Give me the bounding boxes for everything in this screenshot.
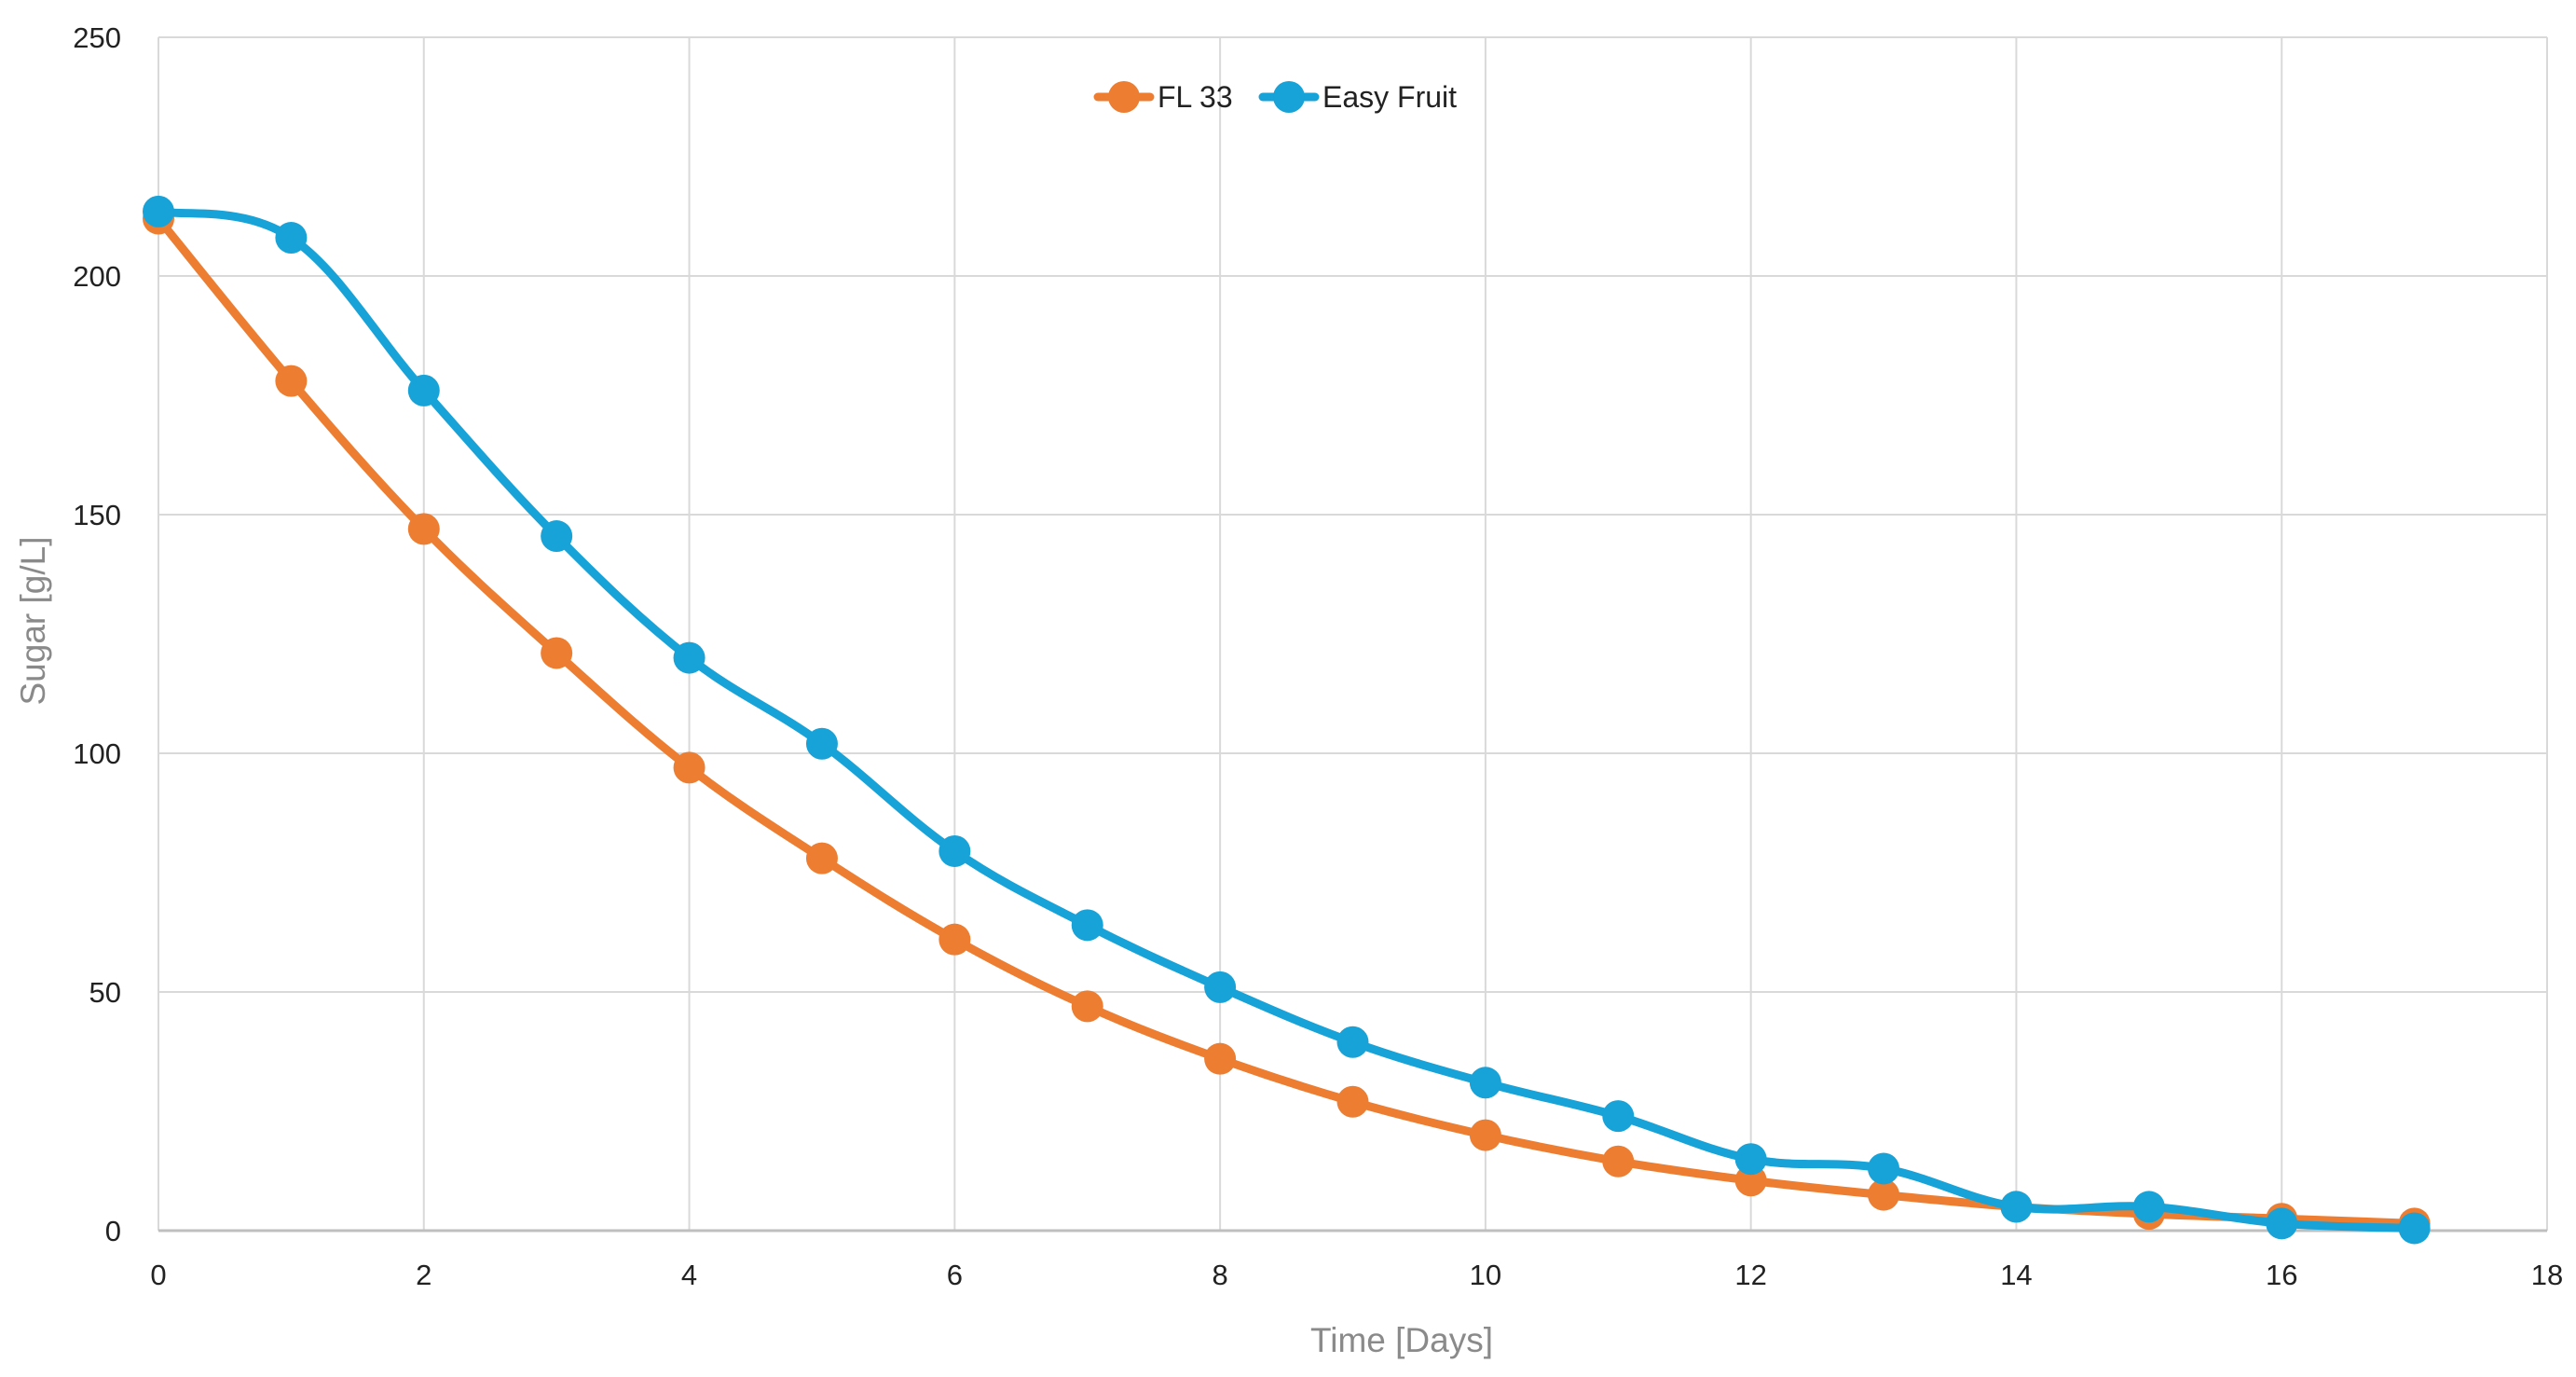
data-point — [1071, 990, 1103, 1023]
x-tick-label: 6 — [947, 1259, 963, 1291]
legend-label: Easy Fruit — [1322, 80, 1457, 114]
data-point — [939, 834, 971, 867]
legend: FL 33 Easy Fruit — [1093, 80, 1457, 114]
data-point — [939, 923, 971, 956]
x-tick-label: 4 — [681, 1259, 697, 1291]
data-point — [143, 195, 174, 227]
data-point — [1204, 1042, 1237, 1075]
data-point — [1336, 1026, 1369, 1058]
y-tick-label: 50 — [89, 976, 121, 1009]
data-point — [1602, 1100, 1635, 1133]
x-tick-label: 14 — [2000, 1259, 2032, 1291]
series-0 — [143, 202, 2431, 1240]
data-point — [2398, 1212, 2431, 1245]
data-point — [275, 365, 308, 397]
legend-item: FL 33 — [1093, 80, 1233, 114]
series-1 — [143, 195, 2431, 1245]
y-tick-label: 250 — [73, 21, 121, 54]
y-tick-label: 200 — [73, 260, 121, 293]
tick-labels: 0 50 100 150 200 250 0 2 4 6 8 10 12 14 16 18 — [73, 21, 2563, 1291]
series-layer — [143, 195, 2431, 1245]
data-point — [1204, 971, 1237, 1003]
data-point — [1868, 1152, 1900, 1185]
y-tick-label: 100 — [73, 737, 121, 770]
data-point — [2132, 1191, 2165, 1223]
y-axis-title: Sugar [g/L] — [14, 536, 52, 705]
data-point — [673, 751, 706, 784]
y-tick-label: 0 — [105, 1215, 121, 1247]
x-tick-label: 12 — [1734, 1259, 1766, 1291]
legend-swatch-marker — [1108, 81, 1140, 113]
legend-swatch-marker — [1273, 81, 1305, 113]
data-point — [1469, 1067, 1501, 1099]
data-point — [407, 513, 440, 545]
x-tick-label: 0 — [150, 1259, 166, 1291]
data-point — [541, 520, 573, 553]
data-point — [673, 641, 706, 674]
data-point — [1336, 1085, 1369, 1118]
data-point — [805, 727, 838, 760]
legend-item: Easy Fruit — [1258, 80, 1457, 114]
legend-label: FL 33 — [1158, 80, 1233, 114]
x-tick-label: 18 — [2531, 1259, 2563, 1291]
data-point — [805, 842, 838, 874]
data-point — [1071, 909, 1103, 942]
x-axis-title: Time [Days] — [1310, 1321, 1493, 1359]
data-point — [275, 222, 308, 255]
series-line — [154, 207, 2419, 1232]
data-point — [2000, 1191, 2033, 1223]
x-tick-label: 8 — [1212, 1259, 1227, 1291]
x-tick-label: 16 — [2266, 1259, 2297, 1291]
grid-lines — [158, 36, 2548, 1231]
data-point — [2266, 1207, 2298, 1240]
series-line — [154, 214, 2419, 1228]
data-point — [541, 637, 573, 669]
data-point — [1734, 1143, 1767, 1176]
x-tick-label: 2 — [416, 1259, 432, 1291]
data-point — [1868, 1178, 1900, 1211]
data-point — [1469, 1119, 1501, 1151]
data-point — [1602, 1145, 1635, 1177]
data-point — [407, 374, 440, 406]
x-tick-label: 10 — [1470, 1259, 1501, 1291]
y-tick-label: 150 — [73, 499, 121, 531]
